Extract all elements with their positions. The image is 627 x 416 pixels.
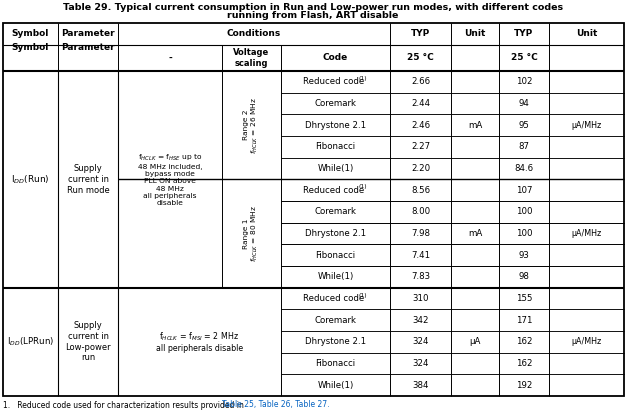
Text: Symbol: Symbol (12, 42, 49, 52)
Text: Coremark: Coremark (315, 207, 357, 216)
Text: Table 25, Table 26, Table 27.: Table 25, Table 26, Table 27. (222, 401, 330, 409)
Text: Dhrystone 2.1: Dhrystone 2.1 (305, 121, 366, 130)
Text: 7.83: 7.83 (411, 272, 430, 281)
Text: Parameter: Parameter (61, 30, 115, 39)
Text: 93: 93 (519, 251, 529, 260)
Text: 25 °C: 25 °C (510, 54, 537, 62)
Text: 1.   Reduced code used for characterization results provided in: 1. Reduced code used for characterizatio… (3, 401, 246, 409)
Text: Dhrystone 2.1: Dhrystone 2.1 (305, 337, 366, 347)
Text: Supply
current in
Run mode: Supply current in Run mode (66, 164, 109, 195)
Text: 2.27: 2.27 (411, 142, 430, 151)
Text: Unit: Unit (465, 30, 486, 39)
Text: Coremark: Coremark (315, 99, 357, 108)
Text: (1): (1) (358, 76, 367, 81)
Text: (1): (1) (358, 184, 367, 189)
Text: 100: 100 (516, 229, 532, 238)
Text: 102: 102 (516, 77, 532, 87)
Text: (1): (1) (358, 292, 367, 297)
Text: mA: mA (468, 121, 482, 130)
Text: running from Flash, ART disable: running from Flash, ART disable (228, 11, 399, 20)
Text: Fibonacci: Fibonacci (315, 251, 356, 260)
Text: While(1): While(1) (317, 381, 354, 390)
Text: μA/MHz: μA/MHz (571, 337, 602, 347)
Text: While(1): While(1) (317, 164, 354, 173)
Text: 25 °C: 25 °C (407, 54, 434, 62)
Text: 87: 87 (519, 142, 529, 151)
Text: Fibonacci: Fibonacci (315, 359, 356, 368)
Text: TYP: TYP (411, 30, 430, 39)
Text: 162: 162 (516, 359, 532, 368)
Text: Symbol: Symbol (12, 30, 49, 39)
Text: μA/MHz: μA/MHz (571, 229, 602, 238)
Text: 8.00: 8.00 (411, 207, 430, 216)
Text: Dhrystone 2.1: Dhrystone 2.1 (305, 229, 366, 238)
Text: Fibonacci: Fibonacci (315, 142, 356, 151)
Text: 192: 192 (516, 381, 532, 390)
Text: Code: Code (323, 54, 348, 62)
Text: 324: 324 (412, 359, 429, 368)
Text: Range 1
$f_{HCLK}$ = 80 MHz: Range 1 $f_{HCLK}$ = 80 MHz (243, 205, 260, 262)
Text: 324: 324 (412, 337, 429, 347)
Text: 100: 100 (516, 207, 532, 216)
Text: 2.66: 2.66 (411, 77, 430, 87)
Text: Table 29. Typical current consumption in Run and Low-power run modes, with diffe: Table 29. Typical current consumption in… (63, 3, 563, 12)
Text: 8.56: 8.56 (411, 186, 430, 195)
Text: 2.44: 2.44 (411, 99, 430, 108)
Text: 94: 94 (519, 99, 529, 108)
Bar (3, 23, 624, 396)
Text: 162: 162 (516, 337, 532, 347)
Text: 7.98: 7.98 (411, 229, 430, 238)
Text: Unit: Unit (576, 30, 597, 39)
Text: f$_{HCLK}$ = f$_{HSE}$ up to
48 MHz included,
bypass mode
PLL ON above
48 MHz
al: f$_{HCLK}$ = f$_{HSE}$ up to 48 MHz incl… (137, 153, 203, 206)
Text: 98: 98 (519, 272, 529, 281)
Text: 384: 384 (412, 381, 429, 390)
Text: I$_{DD}$(LPRun): I$_{DD}$(LPRun) (7, 336, 54, 348)
Text: Range 2
$f_{HCLK}$ = 26 MHz: Range 2 $f_{HCLK}$ = 26 MHz (243, 97, 260, 154)
Text: 155: 155 (516, 294, 532, 303)
Text: Reduced code: Reduced code (303, 294, 364, 303)
Text: μA: μA (470, 337, 481, 347)
Text: 7.41: 7.41 (411, 251, 430, 260)
Text: 84.6: 84.6 (514, 164, 534, 173)
Text: Supply
current in
Low-power
run: Supply current in Low-power run (65, 321, 111, 362)
Text: I$_{DD}$(Run): I$_{DD}$(Run) (11, 173, 50, 186)
Text: 2.20: 2.20 (411, 164, 430, 173)
Text: Parameter: Parameter (61, 42, 115, 52)
Text: 171: 171 (516, 316, 532, 324)
Text: f$_{HCLK}$ = f$_{MSI}$ = 2 MHz
all peripherals disable: f$_{HCLK}$ = f$_{MSI}$ = 2 MHz all perip… (156, 330, 243, 354)
Text: 2.46: 2.46 (411, 121, 430, 130)
Text: While(1): While(1) (317, 272, 354, 281)
Text: Voltage
scaling: Voltage scaling (233, 48, 270, 68)
Text: 107: 107 (516, 186, 532, 195)
Text: TYP: TYP (514, 30, 534, 39)
Text: Reduced code: Reduced code (303, 77, 364, 87)
Text: Conditions: Conditions (227, 30, 281, 39)
Text: Coremark: Coremark (315, 316, 357, 324)
Text: -: - (168, 54, 172, 62)
Text: 342: 342 (412, 316, 429, 324)
Text: 95: 95 (519, 121, 529, 130)
Text: μA/MHz: μA/MHz (571, 121, 602, 130)
Text: 310: 310 (412, 294, 429, 303)
Text: Reduced code: Reduced code (303, 186, 364, 195)
Text: mA: mA (468, 229, 482, 238)
